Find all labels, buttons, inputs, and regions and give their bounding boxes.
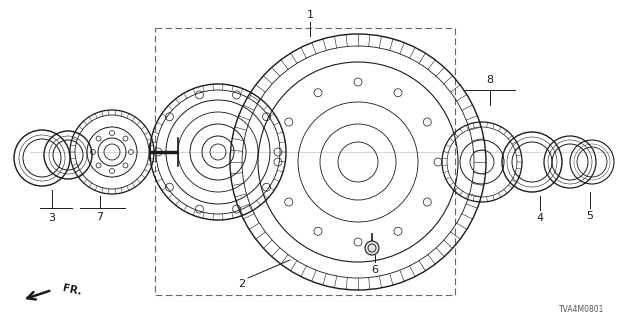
- Text: 1: 1: [307, 10, 314, 20]
- Text: 2: 2: [239, 279, 246, 289]
- Text: 7: 7: [97, 212, 104, 222]
- Text: TVA4M0801: TVA4M0801: [559, 306, 605, 315]
- Text: FR.: FR.: [62, 283, 83, 297]
- Text: 5: 5: [586, 211, 593, 221]
- Text: 8: 8: [486, 75, 493, 85]
- Circle shape: [365, 241, 379, 255]
- Text: 3: 3: [49, 213, 56, 223]
- Text: 4: 4: [536, 213, 543, 223]
- Text: 6: 6: [371, 265, 378, 275]
